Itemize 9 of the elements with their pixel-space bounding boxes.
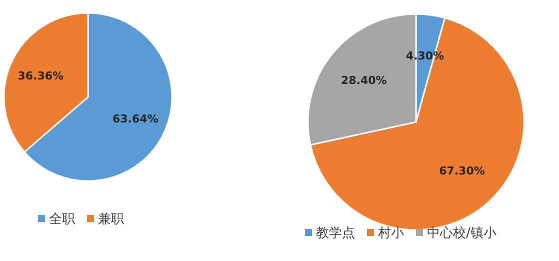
data-label: 28.40%	[340, 74, 387, 87]
data-label: 36.36%	[18, 69, 64, 82]
data-label: 67.30%	[439, 164, 485, 178]
legend-label: 教学点	[316, 226, 355, 241]
legend-label: 全职	[49, 212, 75, 227]
legend-label: 中心校/镇小	[427, 225, 496, 241]
data-label: 63.64%	[112, 112, 158, 126]
legend-label: 村小	[377, 226, 404, 241]
legend-label: 兼职	[98, 212, 124, 227]
